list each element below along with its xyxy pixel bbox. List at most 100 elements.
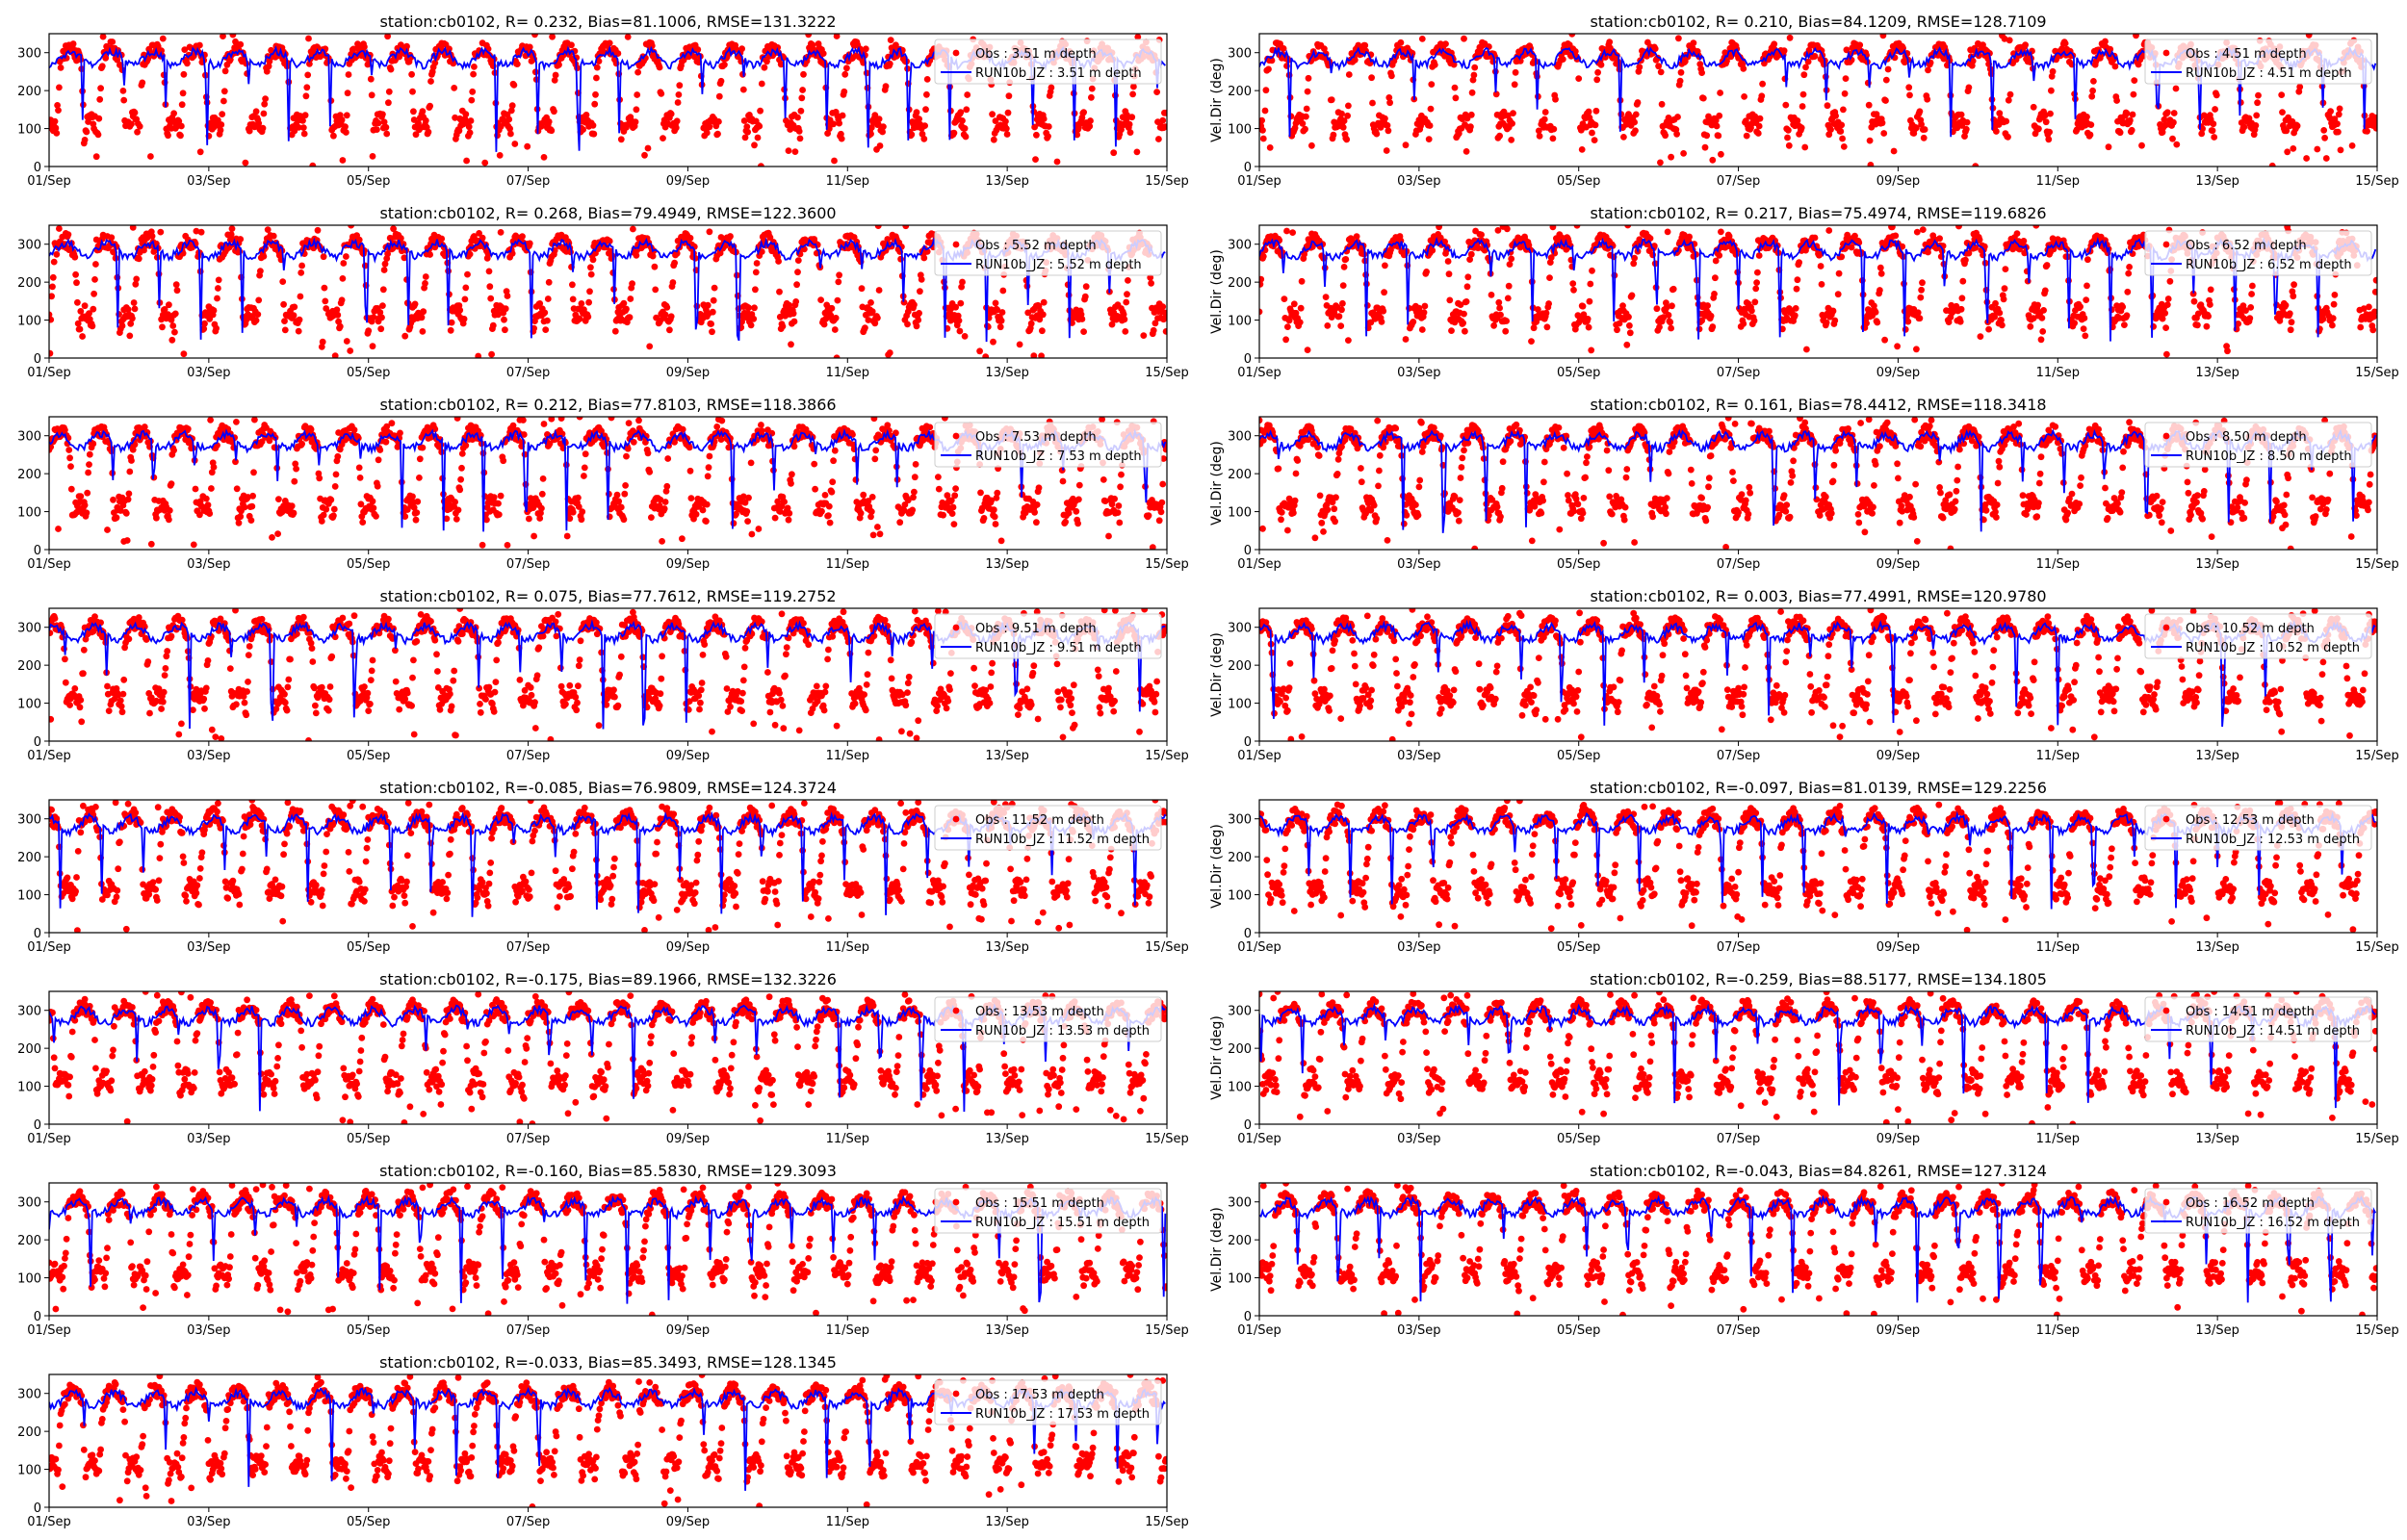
obs-point xyxy=(569,281,576,289)
obs-point xyxy=(319,338,326,346)
obs-point xyxy=(1284,323,1291,330)
obs-point xyxy=(298,270,305,276)
obs-point xyxy=(794,269,801,276)
obs-point xyxy=(526,43,533,51)
obs-point xyxy=(1308,141,1315,149)
obs-point xyxy=(1827,126,1834,134)
obs-point xyxy=(633,106,640,114)
obs-point xyxy=(629,280,635,287)
subplot-2: station:cb0102, R= 0.210, Bias=84.1209, … xyxy=(1209,13,2399,189)
obs-point xyxy=(384,250,391,258)
obs-point xyxy=(505,116,513,123)
obs-point xyxy=(777,61,785,68)
obs-point xyxy=(593,64,601,71)
obs-point xyxy=(1110,149,1118,157)
obs-point xyxy=(464,270,471,278)
obs-point xyxy=(1824,102,1831,110)
obs-point xyxy=(1033,131,1040,139)
obs-point xyxy=(1002,125,1010,133)
obs-point xyxy=(1124,291,1130,298)
obs-point xyxy=(1045,123,1052,130)
obs-point xyxy=(666,326,673,334)
obs-point xyxy=(962,133,970,141)
obs-point xyxy=(1463,283,1471,291)
obs-point xyxy=(1299,119,1307,127)
obs-point xyxy=(593,74,600,82)
obs-point xyxy=(2034,301,2042,309)
obs-point xyxy=(1328,96,1335,104)
y-tick-label: 0 xyxy=(1244,161,1252,175)
obs-point xyxy=(2113,97,2121,104)
obs-point xyxy=(344,90,351,97)
obs-point xyxy=(750,315,758,322)
obs-point xyxy=(902,225,910,230)
obs-point xyxy=(127,320,135,327)
obs-point xyxy=(1383,147,1390,154)
obs-point xyxy=(2327,108,2335,116)
obs-point xyxy=(1799,90,1807,98)
x-tick-label: 11/Sep xyxy=(826,366,869,380)
obs-point xyxy=(252,108,260,116)
obs-point xyxy=(2161,116,2168,123)
subplot-title: station:cb0102, R= 0.217, Bias=75.4974, … xyxy=(1590,204,2046,222)
obs-point xyxy=(2364,128,2371,135)
obs-point xyxy=(1161,309,1167,317)
obs-point xyxy=(49,283,56,291)
obs-point xyxy=(2111,63,2119,70)
obs-point xyxy=(1303,105,1310,113)
obs-point xyxy=(1036,316,1044,323)
y-tick-label: 100 xyxy=(1228,123,1252,138)
obs-point xyxy=(1677,68,1685,76)
obs-point xyxy=(580,126,586,134)
obs-point xyxy=(2039,328,2047,335)
obs-point xyxy=(1549,135,1557,142)
obs-point xyxy=(1504,295,1512,302)
obs-point xyxy=(295,327,302,335)
legend-obs-marker xyxy=(2162,49,2170,57)
obs-point xyxy=(2169,135,2176,142)
obs-point xyxy=(1877,270,1885,277)
obs-point xyxy=(2071,320,2079,327)
obs-point xyxy=(916,310,922,317)
obs-point xyxy=(387,65,395,73)
obs-point xyxy=(481,159,489,167)
obs-point xyxy=(1353,233,1360,241)
obs-point xyxy=(1378,319,1385,325)
obs-point xyxy=(76,325,84,333)
x-tick-label: 07/Sep xyxy=(1717,174,1760,189)
obs-point xyxy=(897,255,904,263)
obs-point xyxy=(1680,150,1687,157)
obs-point xyxy=(296,316,303,323)
obs-point xyxy=(2305,34,2313,38)
obs-point xyxy=(420,308,427,316)
x-tick-label: 01/Sep xyxy=(27,366,70,380)
obs-point xyxy=(200,325,208,332)
obs-point xyxy=(51,117,59,125)
obs-point xyxy=(2123,312,2131,320)
obs-point xyxy=(954,312,962,320)
obs-point xyxy=(761,64,768,71)
obs-point xyxy=(102,54,110,62)
obs-point xyxy=(1919,226,1927,234)
obs-point xyxy=(2210,120,2217,128)
obs-point xyxy=(1088,93,1095,101)
obs-point xyxy=(119,88,127,94)
obs-point xyxy=(236,247,244,255)
obs-point xyxy=(1597,62,1605,68)
obs-point xyxy=(744,128,751,136)
obs-point xyxy=(798,94,806,102)
obs-point xyxy=(338,116,346,123)
obs-point xyxy=(2040,307,2048,314)
obs-point xyxy=(1436,225,1442,231)
obs-point xyxy=(996,323,1004,331)
obs-point xyxy=(739,86,747,93)
obs-point xyxy=(450,60,457,67)
obs-point xyxy=(1995,121,2003,128)
obs-point xyxy=(793,281,800,289)
obs-point xyxy=(715,118,722,125)
obs-point xyxy=(1130,83,1137,90)
obs-point xyxy=(1125,277,1131,284)
obs-point xyxy=(2088,92,2096,100)
obs-point xyxy=(590,130,598,138)
obs-point xyxy=(1427,105,1435,113)
